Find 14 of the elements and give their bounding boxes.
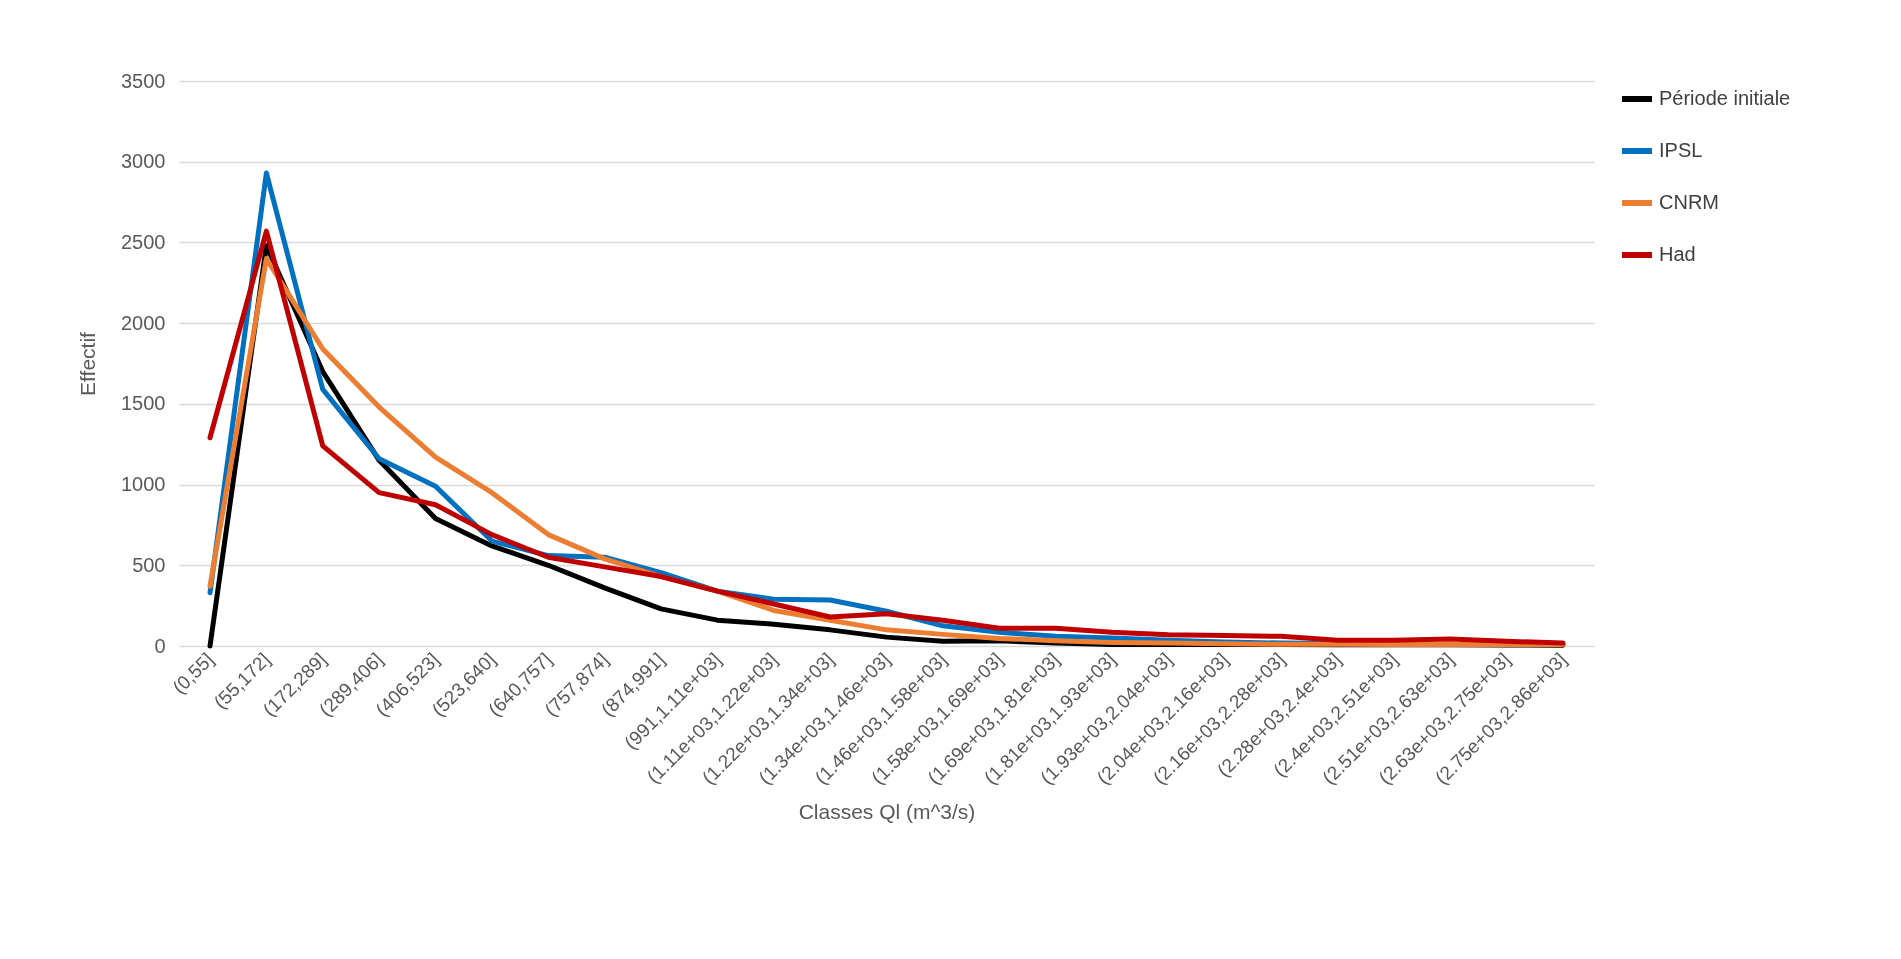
y-tick-label: 3000 <box>121 150 166 173</box>
y-tick-label: 500 <box>132 553 166 576</box>
x-axis-title: Classes Ql (m^3/s) <box>798 800 976 824</box>
y-tick-label: 2500 <box>121 230 166 253</box>
y-tick-label: 3500 <box>121 69 166 92</box>
legend-label: CNRM <box>1659 191 1719 213</box>
y-tick-label: 0 <box>154 634 166 657</box>
y-tick-label: 1500 <box>121 392 166 415</box>
y-axis-title: Effectif <box>76 331 100 396</box>
y-tick-label: 1000 <box>121 473 166 496</box>
y-tick-label: 2000 <box>121 311 166 334</box>
legend-label: Période initiale <box>1659 87 1791 109</box>
legend-label: Had <box>1659 243 1696 265</box>
legend-label: IPSL <box>1659 139 1703 161</box>
